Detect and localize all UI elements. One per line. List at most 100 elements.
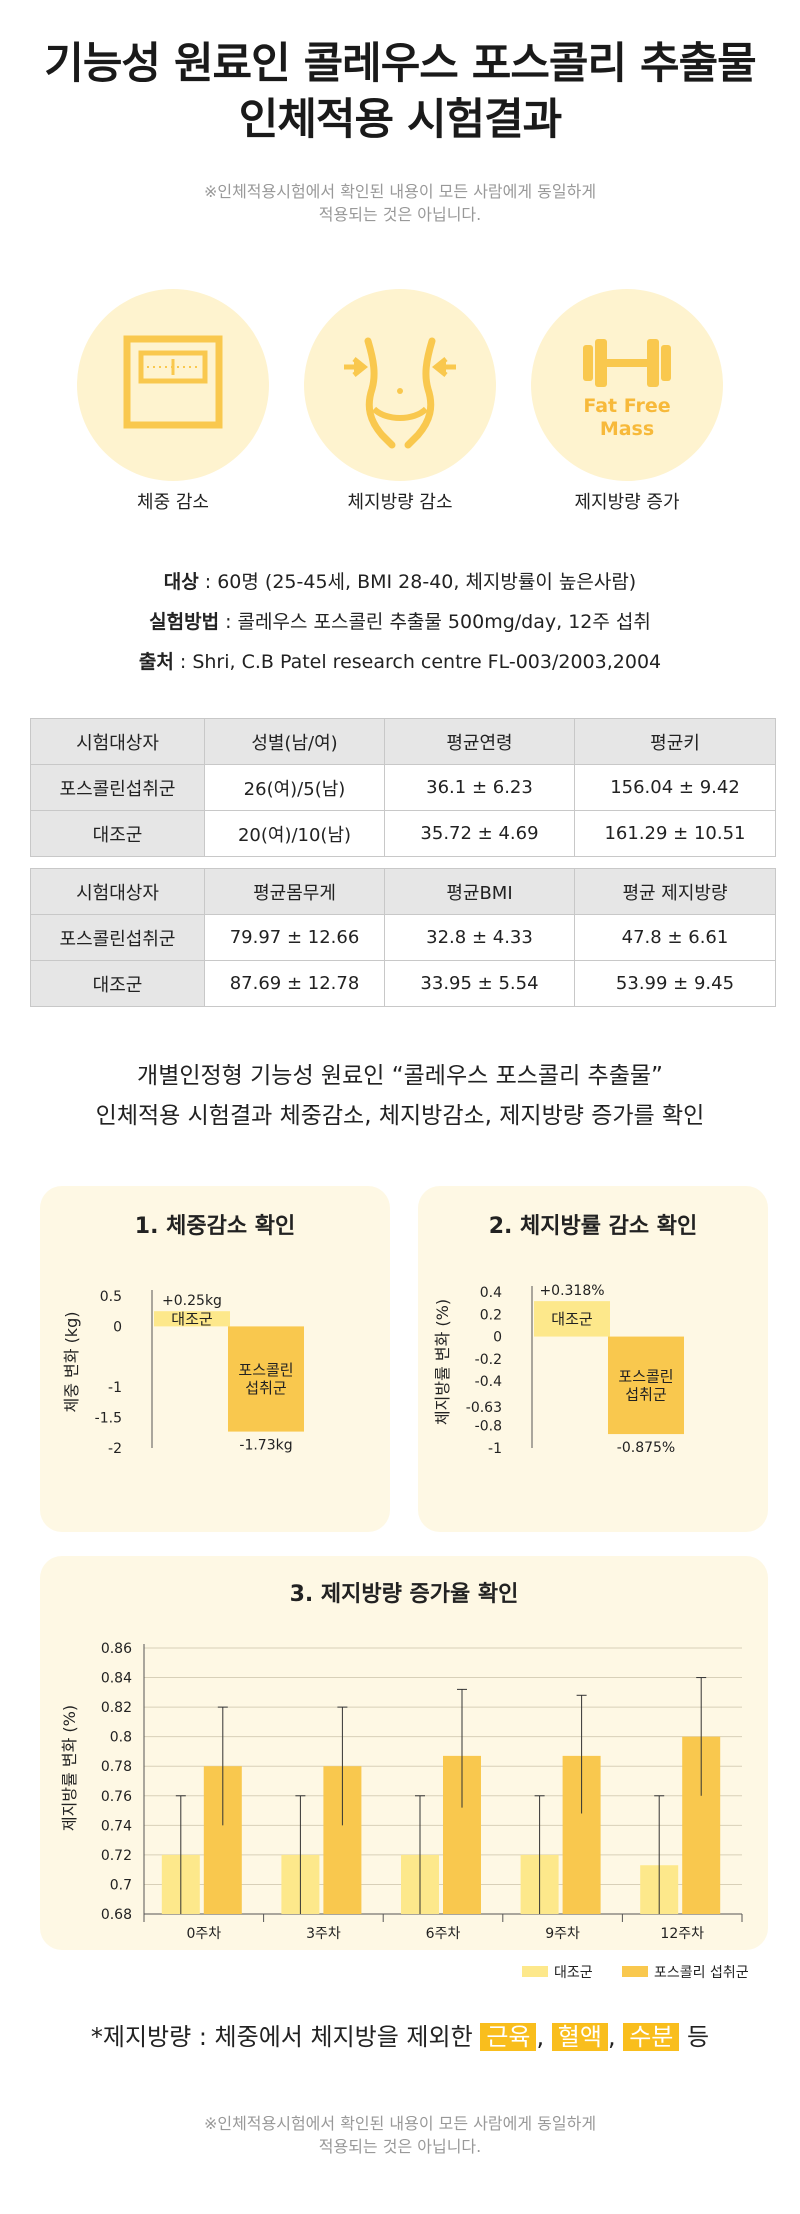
- icon-label-lean-mass: 제지방량 증가: [574, 492, 680, 513]
- table-cell: 26(여)/5(남): [204, 764, 385, 811]
- bar-category-label: 대조군: [551, 1310, 593, 1328]
- info-method: 실험방법 : 콜레우스 포스콜린 추출물 500mg/day, 12주 섭취: [0, 602, 800, 642]
- disclaimer-line-1: ※인체적용시험에서 확인된 내용이 모든 사람에게 동일하게: [203, 182, 597, 201]
- table-cell: 35.72 ± 4.69: [384, 810, 575, 857]
- y-tick-label: 0.2: [480, 1307, 502, 1323]
- legend-label-control: 대조군: [554, 1965, 593, 1981]
- legend-swatch-forskolin: [622, 1966, 648, 1977]
- chart-1-svg: 0.5 0 -1 -1.5 -2 대조군+0.25kg 포스콜린섭취군 -1.73kg: [95, 1289, 304, 1457]
- y-tick-label: 0.74: [101, 1818, 132, 1834]
- table-header-cell: 시험대상자: [30, 718, 205, 765]
- info-subject-key: 대상: [163, 571, 199, 593]
- bar-forskolin: [228, 1326, 304, 1432]
- table-header-row: 시험대상자 평균몸무게 평균BMI 평균 제지방량: [30, 868, 776, 915]
- summary-text: 개별인정형 기능성 원료인 “콜레우스 포스콜리 추출물” 인체적용 시험결과 …: [0, 1056, 800, 1136]
- table-header-row: 시험대상자 성별(남/여) 평균연령 평균키: [30, 718, 776, 765]
- page-title: 기능성 원료인 콜레우스 포스콜리 추출물 인체적용 시험결과: [0, 36, 800, 148]
- study-info: 대상 : 60명 (25-45세, BMI 28-40, 체지방률이 높은사람)…: [0, 562, 800, 682]
- table-cell: 47.8 ± 6.61: [574, 914, 776, 961]
- x-tick-label: 3주차: [306, 1926, 341, 1942]
- title-line-1: 기능성 원료인 콜레우스 포스콜리 추출물: [44, 39, 756, 89]
- table-header-cell: 평균키: [574, 718, 776, 765]
- bar-data-label: +0.318%: [539, 1283, 604, 1299]
- y-tick-label: 0.86: [101, 1641, 132, 1657]
- note-highlight-water: 수분: [623, 2023, 680, 2051]
- disclaimer-line-2: 적용되는 것은 아닙니다.: [318, 205, 482, 224]
- info-source-key: 출처: [138, 651, 174, 673]
- table-row-label: 대조군: [30, 960, 205, 1007]
- table-row: 대조군 87.69 ± 12.78 33.95 ± 5.54 53.99 ± 9…: [30, 960, 776, 1007]
- y-tick-label: 0.82: [101, 1700, 132, 1716]
- icon-label-body-fat: 체지방량 감소: [347, 492, 453, 513]
- y-tick-label: 0.7: [110, 1877, 132, 1893]
- note-highlight-blood: 혈액: [551, 2023, 608, 2051]
- chart-panel-weight: 1. 체중감소 확인 체중 변화 (kg) 0.5 0 -1 -1.5 -2 대조군 +0.…: [40, 1186, 390, 1532]
- table-row-label: 포스콜린섭취군: [30, 764, 205, 811]
- title-line-2: 인체적용 시험결과: [238, 95, 562, 145]
- y-tick-label: -0.8: [475, 1419, 502, 1435]
- mass-text: Mass: [599, 418, 655, 440]
- y-tick-label: -0.2: [475, 1352, 502, 1368]
- table-header-cell: 평균BMI: [384, 868, 575, 915]
- bar-data-label: -1.73kg: [239, 1438, 292, 1454]
- fat-free-mass-text: Fat Free Mass: [531, 395, 723, 441]
- table-cell: 87.69 ± 12.78: [204, 960, 385, 1007]
- fat-free-mass-icon-circle: Fat Free Mass: [531, 289, 723, 481]
- table-cell: 33.95 ± 5.54: [384, 960, 575, 1007]
- bar-category-label: 대조군: [171, 1310, 213, 1328]
- info-method-value: : 콜레우스 포스콜린 추출물 500mg/day, 12주 섭취: [219, 611, 651, 633]
- table-cell: 161.29 ± 10.51: [574, 810, 776, 857]
- bar-category-label: 포스콜린: [238, 1361, 293, 1379]
- y-tick-label: 0.84: [101, 1671, 132, 1687]
- legend-label-forskolin: 포스콜리 섭취군: [654, 1965, 749, 1981]
- disclaimer-bottom: ※인체적용시험에서 확인된 내용이 모든 사람에게 동일하게 적용되는 것은 아…: [0, 2112, 800, 2158]
- bar-data-label: -0.875%: [617, 1440, 675, 1456]
- chart-panel-lean-mass: 3. 제지방량 증가율 확인 제지방률 변화 (%) 0.86 0.84 0.82 0…: [40, 1556, 768, 1950]
- bar-control: [154, 1311, 230, 1327]
- scale-icon: [123, 335, 223, 429]
- summary-line-2: 인체적용 시험결과 체중감소, 체지방감소, 제지방량 증가를 확인: [95, 1103, 705, 1129]
- note-separator: ,: [607, 2023, 616, 2051]
- y-tick-label: -2: [108, 1441, 122, 1457]
- fat-free-text: Fat Free: [583, 395, 671, 417]
- chart-3-legend: 대조군 포스콜리 섭취군: [522, 1962, 782, 1982]
- legend-swatch-control: [522, 1966, 548, 1977]
- note-highlight-muscle: 근육: [480, 2023, 537, 2051]
- info-subject-value: : 60명 (25-45세, BMI 28-40, 체지방률이 높은사람): [198, 571, 637, 593]
- table-header-cell: 평균 제지방량: [574, 868, 776, 915]
- info-source-value: : Shri, C.B Patel research centre FL-003…: [173, 651, 662, 673]
- y-tick-label: 0.5: [100, 1289, 122, 1305]
- scale-icon-circle: [77, 289, 269, 481]
- bar-category-label: 섭취군: [245, 1379, 287, 1397]
- table-cell: 36.1 ± 6.23: [384, 764, 575, 811]
- y-tick-label: -1: [488, 1441, 502, 1457]
- table-row: 대조군 20(여)/10(남) 35.72 ± 4.69 161.29 ± 10…: [30, 810, 776, 857]
- y-tick-label: 0.4: [480, 1285, 502, 1301]
- chart-1-title: 1. 체중감소 확인: [134, 1214, 296, 1239]
- table-row-label: 포스콜린섭취군: [30, 914, 205, 961]
- table-header-cell: 시험대상자: [30, 868, 205, 915]
- demographics-table-1: 시험대상자 성별(남/여) 평균연령 평균키 포스콜린섭취군 26(여)/5(남…: [30, 718, 776, 857]
- y-tick-label: 0: [113, 1319, 122, 1335]
- disclaimer-line-1: ※인체적용시험에서 확인된 내용이 모든 사람에게 동일하게: [203, 2114, 597, 2133]
- note-separator: ,: [536, 2023, 545, 2051]
- x-tick-label: 6주차: [426, 1926, 461, 1942]
- waist-icon: [344, 337, 456, 449]
- table-header-cell: 평균연령: [384, 718, 575, 765]
- table-header-cell: 성별(남/여): [204, 718, 385, 765]
- y-tick-label: 0.72: [101, 1848, 132, 1864]
- info-subject: 대상 : 60명 (25-45세, BMI 28-40, 체지방률이 높은사람): [0, 562, 800, 602]
- table-row: 포스콜린섭취군 26(여)/5(남) 36.1 ± 6.23 156.04 ± …: [30, 764, 776, 811]
- bar-data-label: +0.25kg: [162, 1293, 222, 1309]
- y-tick-label: 0.8: [110, 1730, 132, 1746]
- bar-category-label: 포스콜린: [618, 1367, 673, 1385]
- icon-label-weight: 체중 감소: [137, 492, 209, 513]
- y-tick-label: 0: [493, 1330, 502, 1346]
- note-prefix: *제지방량 : 체중에서 체지방을 제외한: [90, 2023, 481, 2051]
- table-cell: 20(여)/10(남): [204, 810, 385, 857]
- y-tick-label: -0.4: [475, 1374, 502, 1390]
- y-tick-label: -0.63: [466, 1400, 502, 1416]
- x-tick-label: 0주차: [186, 1926, 221, 1942]
- y-tick-label: -1: [108, 1380, 122, 1396]
- table-row: 포스콜린섭취군 79.97 ± 12.66 32.8 ± 4.33 47.8 ±…: [30, 914, 776, 961]
